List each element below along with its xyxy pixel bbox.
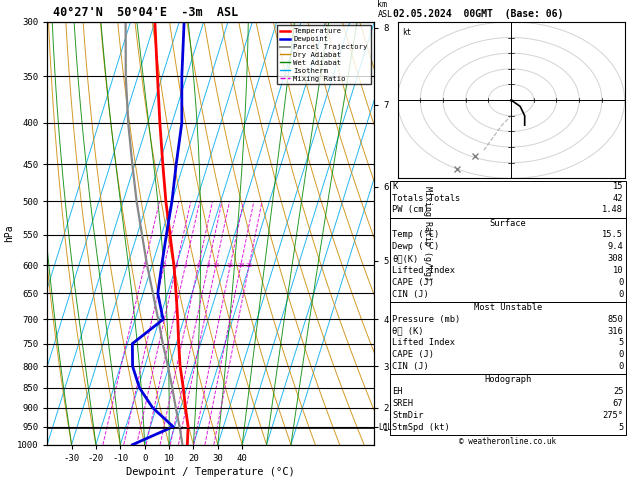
Text: 67: 67	[613, 399, 623, 408]
Text: 0: 0	[618, 362, 623, 371]
Text: Pressure (mb): Pressure (mb)	[392, 315, 461, 324]
Text: © weatheronline.co.uk: © weatheronline.co.uk	[459, 437, 557, 447]
Text: PW (cm): PW (cm)	[392, 206, 429, 214]
Text: 316: 316	[608, 327, 623, 335]
Text: 42: 42	[613, 193, 623, 203]
X-axis label: Dewpoint / Temperature (°C): Dewpoint / Temperature (°C)	[126, 467, 295, 477]
Text: km
ASL: km ASL	[377, 0, 392, 19]
Text: Dewp (°C): Dewp (°C)	[392, 243, 440, 251]
Text: 15: 15	[226, 263, 234, 268]
Y-axis label: Mixing Ratio (g/kg): Mixing Ratio (g/kg)	[423, 186, 432, 281]
Text: LCL: LCL	[379, 423, 392, 432]
Text: θᴄ(K): θᴄ(K)	[392, 254, 419, 263]
Text: 9.4: 9.4	[608, 243, 623, 251]
Text: Temp (°C): Temp (°C)	[392, 230, 440, 240]
Text: 15: 15	[613, 182, 623, 191]
Text: 850: 850	[608, 315, 623, 324]
Text: EH: EH	[392, 387, 403, 396]
Text: Lifted Index: Lifted Index	[392, 266, 455, 275]
Text: 2: 2	[162, 263, 166, 268]
Text: CIN (J): CIN (J)	[392, 362, 429, 371]
Text: Totals Totals: Totals Totals	[392, 193, 461, 203]
Text: 5: 5	[618, 423, 623, 432]
Text: 3: 3	[175, 263, 179, 268]
Text: CAPE (J): CAPE (J)	[392, 278, 435, 287]
Text: SREH: SREH	[392, 399, 413, 408]
Text: 0: 0	[618, 350, 623, 359]
Text: 20: 20	[237, 263, 245, 268]
Text: 308: 308	[608, 254, 623, 263]
Y-axis label: hPa: hPa	[4, 225, 14, 242]
Text: θᴄ (K): θᴄ (K)	[392, 327, 424, 335]
Text: 1.48: 1.48	[603, 206, 623, 214]
Text: 4: 4	[184, 263, 187, 268]
Text: 5: 5	[618, 338, 623, 347]
Text: CAPE (J): CAPE (J)	[392, 350, 435, 359]
Text: Most Unstable: Most Unstable	[474, 303, 542, 312]
Text: Surface: Surface	[489, 219, 526, 227]
Text: 8: 8	[206, 263, 210, 268]
Text: Hodograph: Hodograph	[484, 375, 532, 384]
Text: 10: 10	[212, 263, 220, 268]
Text: 25: 25	[613, 387, 623, 396]
Text: StmDir: StmDir	[392, 411, 424, 420]
Text: 0: 0	[618, 290, 623, 298]
Text: 1: 1	[143, 263, 147, 268]
Legend: Temperature, Dewpoint, Parcel Trajectory, Dry Adiabat, Wet Adiabat, Isotherm, Mi: Temperature, Dewpoint, Parcel Trajectory…	[277, 25, 370, 85]
Text: CIN (J): CIN (J)	[392, 290, 429, 298]
Text: 15.5: 15.5	[603, 230, 623, 240]
Text: 6: 6	[197, 263, 201, 268]
Text: 10: 10	[613, 266, 623, 275]
Text: 25: 25	[245, 263, 253, 268]
Text: 275°: 275°	[603, 411, 623, 420]
Text: 02.05.2024  00GMT  (Base: 06): 02.05.2024 00GMT (Base: 06)	[393, 9, 564, 19]
Text: kt: kt	[402, 28, 411, 37]
Text: Lifted Index: Lifted Index	[392, 338, 455, 347]
Text: 40°27'N  50°04'E  -3m  ASL: 40°27'N 50°04'E -3m ASL	[53, 6, 239, 19]
Text: K: K	[392, 182, 398, 191]
Text: StmSpd (kt): StmSpd (kt)	[392, 423, 450, 432]
Text: 0: 0	[618, 278, 623, 287]
